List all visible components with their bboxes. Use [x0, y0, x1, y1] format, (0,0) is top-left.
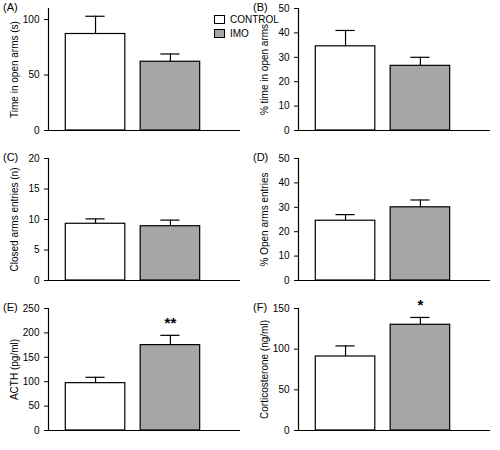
svg-text:40: 40 [278, 177, 290, 188]
svg-text:100: 100 [23, 376, 40, 387]
svg-text:100: 100 [273, 343, 290, 354]
svg-text:0: 0 [284, 275, 290, 286]
svg-text:20: 20 [278, 226, 290, 237]
svg-text:0: 0 [284, 425, 290, 436]
svg-text:**: ** [165, 314, 177, 331]
svg-text:40: 40 [278, 27, 290, 38]
html-text:CONTROL: CONTROL [230, 13, 279, 25]
svg-text:50: 50 [278, 153, 290, 164]
svg-text:50: 50 [28, 69, 40, 80]
html-text:(E): (E) [3, 301, 18, 313]
html-text:(A): (A) [3, 1, 18, 13]
svg-text:Closed arms entries (n): Closed arms entries (n) [9, 168, 20, 272]
svg-text:% time in open arms: % time in open arms [259, 24, 270, 115]
html-text:(B): (B) [253, 1, 268, 13]
svg-text:20: 20 [278, 76, 290, 87]
svg-text:% Open arms entries: % Open arms entries [259, 173, 270, 267]
svg-text:100: 100 [23, 14, 40, 25]
svg-text:250: 250 [23, 303, 40, 314]
svg-text:5: 5 [34, 244, 40, 255]
svg-text:10: 10 [28, 214, 40, 225]
svg-text:150: 150 [273, 303, 290, 314]
svg-text:50: 50 [278, 384, 290, 395]
svg-text:0: 0 [34, 275, 40, 286]
svg-text:*: * [417, 300, 423, 313]
svg-text:0: 0 [34, 425, 40, 436]
svg-text:15: 15 [28, 183, 40, 194]
svg-text:50: 50 [278, 3, 290, 14]
svg-text:ACTH (pg/ml): ACTH (pg/ml) [9, 339, 20, 400]
html-text:(D): (D) [253, 151, 269, 163]
svg-text:50: 50 [28, 400, 40, 411]
svg-text:Corticosterone (ng/ml): Corticosterone (ng/ml) [259, 320, 270, 419]
svg-text:10: 10 [278, 100, 290, 111]
svg-text:0: 0 [34, 125, 40, 136]
svg-text:150: 150 [23, 352, 40, 363]
svg-text:Time in open arms (s): Time in open arms (s) [9, 21, 20, 118]
svg-text:30: 30 [278, 52, 290, 63]
svg-text:0: 0 [284, 125, 290, 136]
svg-text:20: 20 [28, 153, 40, 164]
svg-text:30: 30 [278, 202, 290, 213]
html-text:(C): (C) [3, 151, 19, 163]
html-text:(F): (F) [253, 301, 267, 313]
svg-text:200: 200 [23, 327, 40, 338]
svg-text:10: 10 [278, 250, 290, 261]
html-text:IMO: IMO [230, 27, 249, 39]
